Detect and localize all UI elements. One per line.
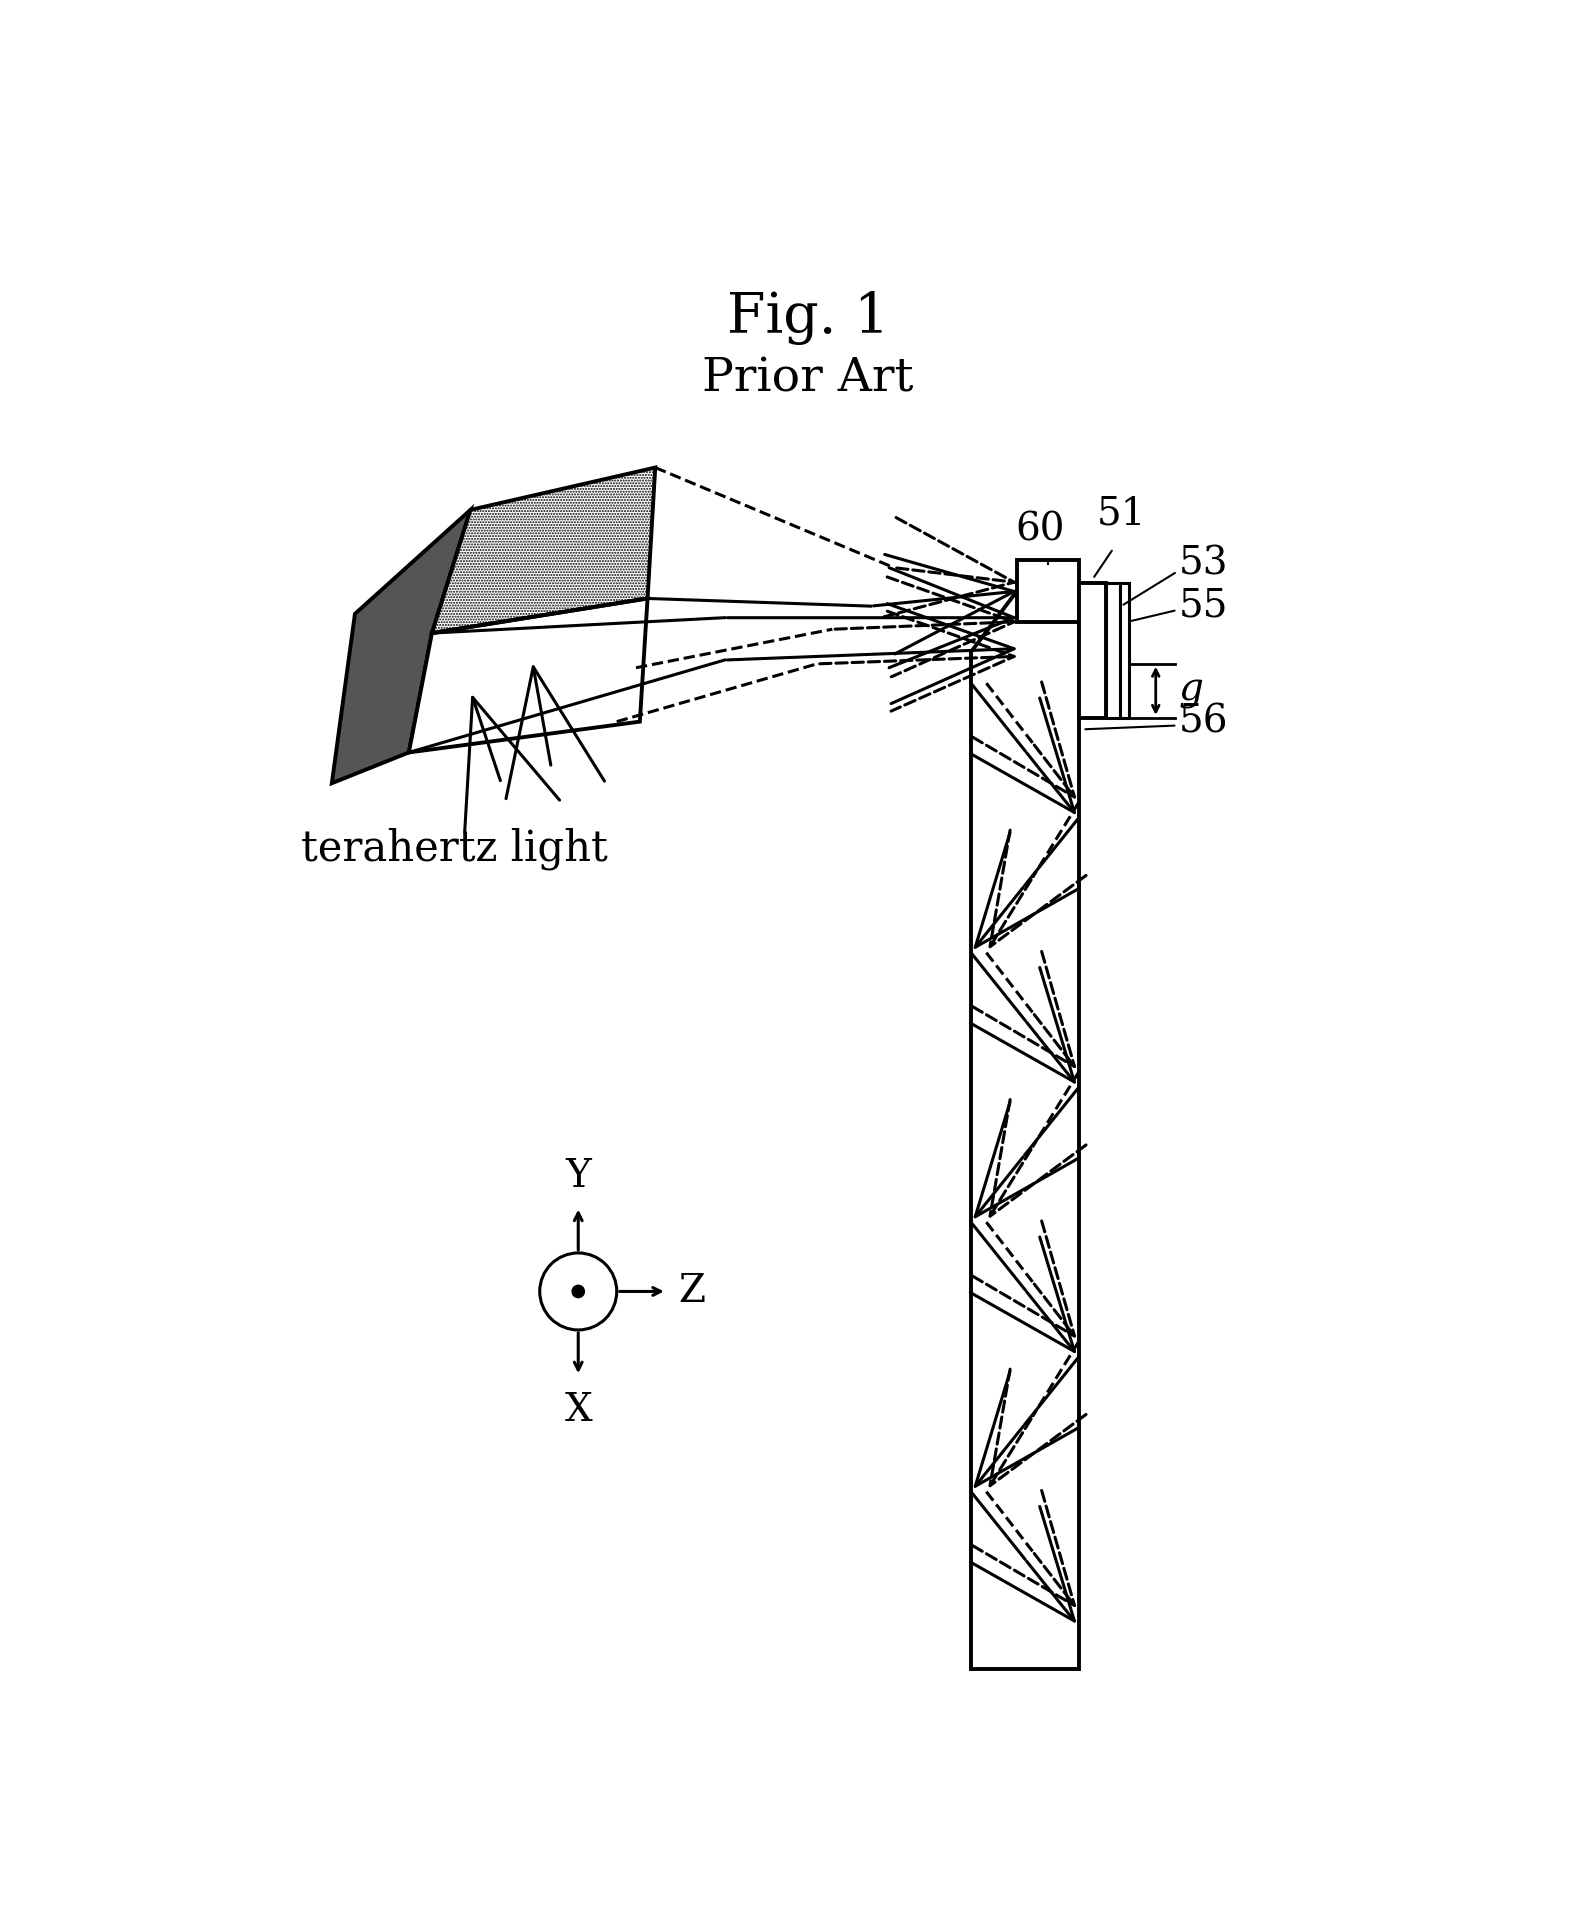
Text: X: X	[564, 1392, 593, 1428]
Polygon shape	[971, 591, 1078, 1669]
Text: 55: 55	[1179, 587, 1228, 625]
Circle shape	[572, 1285, 585, 1297]
Bar	[1119, 584, 1128, 717]
Text: Y: Y	[566, 1158, 591, 1196]
Bar	[1078, 584, 1106, 717]
Text: Z: Z	[678, 1274, 706, 1310]
Bar	[1017, 561, 1078, 622]
Text: Fig. 1: Fig. 1	[727, 290, 889, 345]
Polygon shape	[408, 599, 648, 753]
Text: 56: 56	[1179, 704, 1228, 740]
Text: Prior Art: Prior Art	[701, 357, 914, 400]
Bar	[1106, 584, 1119, 717]
Text: 53: 53	[1179, 545, 1228, 582]
Polygon shape	[333, 509, 471, 784]
Text: 60: 60	[1015, 511, 1065, 549]
Text: terahertz light: terahertz light	[301, 828, 608, 870]
Text: 51: 51	[1097, 496, 1146, 532]
Polygon shape	[432, 467, 656, 633]
Text: g: g	[1179, 673, 1204, 709]
